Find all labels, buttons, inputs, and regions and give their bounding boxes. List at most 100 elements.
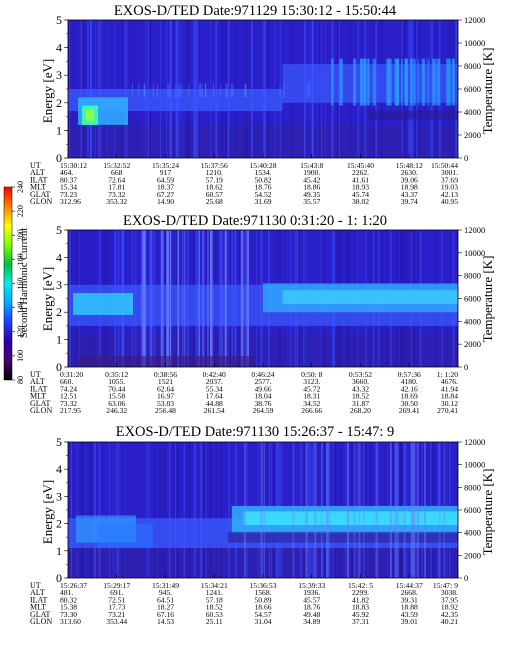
- ephemeris-value: 73.32: [108, 190, 125, 199]
- spectrogram-cell: [93, 442, 95, 578]
- spectrogram-cell: [244, 83, 246, 98]
- spectrogram-cell: [168, 83, 170, 98]
- spectrogram-cell: [396, 442, 399, 578]
- spectrogram-cell: [321, 442, 323, 578]
- ephemeris-row-label: ALT: [30, 168, 45, 177]
- spectrogram-cell: [68, 124, 458, 158]
- spectrogram-cell: [147, 442, 150, 578]
- y2-tick-label: 4000: [464, 316, 481, 326]
- panel-1-y-axis-label: Energy [eV]: [40, 59, 55, 123]
- spectrogram-cell: [204, 83, 206, 98]
- spectrogram-cell: [326, 442, 329, 578]
- ephemeris-value: 0:57:36: [398, 370, 421, 379]
- ephemeris-value: 40.21: [441, 617, 458, 626]
- ephemeris-value: 3038.: [441, 588, 458, 597]
- spectrogram-cell: [201, 83, 203, 98]
- y-tick-label: 3: [56, 68, 62, 82]
- spectrogram-cell: [363, 58, 366, 106]
- spectrogram-cell: [144, 83, 146, 98]
- spectrogram-cell: [446, 58, 450, 106]
- y2-tick-label: 2000: [464, 339, 481, 349]
- spectrogram-cell: [113, 442, 115, 578]
- spectrogram-cell: [394, 58, 397, 106]
- ephemeris-value: 14.53: [157, 617, 174, 626]
- spectrogram-cell: [424, 442, 426, 578]
- ephemeris-value: 19.03: [441, 183, 458, 192]
- spectrogram-cell: [194, 442, 196, 578]
- y-tick-label: 0: [56, 571, 62, 585]
- spectrogram-cell: [308, 83, 310, 98]
- spectrogram-cell: [181, 230, 184, 367]
- ephemeris-value: 15:44:37: [396, 581, 423, 590]
- spectrogram-cell: [163, 442, 166, 578]
- y-tick-label: 2: [56, 96, 62, 110]
- ephemeris-value: 15:37:56: [201, 161, 228, 170]
- ephemeris-value: 44.88: [206, 399, 223, 408]
- ephemeris-value: 0:46:24: [251, 370, 274, 379]
- ephemeris-row-label: MLT: [30, 603, 46, 612]
- y2-tick-label: 4000: [464, 528, 481, 538]
- ephemeris-value: 1534.: [254, 168, 271, 177]
- ephemeris-value: 270.41: [437, 406, 458, 415]
- ephemeris-value: 217.95: [60, 406, 81, 415]
- ephemeris-row-label: ALT: [30, 377, 45, 386]
- spectrogram-cell: [221, 442, 222, 578]
- ephemeris-value: 269.41: [399, 406, 420, 415]
- panel-3-y2-ticks: 0 2000 4000 6000 8000 10000 12000: [458, 437, 485, 583]
- spectrogram-cell: [410, 442, 414, 578]
- spectrogram-cell: [177, 442, 179, 578]
- ephemeris-value: 3001.: [441, 168, 458, 177]
- spectrogram-cell: [89, 442, 92, 578]
- spectrogram-cell: [222, 442, 223, 578]
- ephemeris-value: 945.: [159, 588, 172, 597]
- spectrogram-cell: [396, 58, 399, 106]
- ephemeris-value: 31.04: [254, 617, 271, 626]
- spectrogram-cell: [95, 442, 96, 578]
- spectrogram-cell: [246, 230, 250, 367]
- y-tick-label: 4: [56, 250, 62, 264]
- ephemeris-value: 668: [111, 168, 123, 177]
- ephemeris-value: 73.23: [60, 190, 77, 199]
- spectrogram-cell: [353, 442, 356, 578]
- spectrogram-cell: [205, 83, 207, 98]
- panel-3-y2-axis-label: Temperature [K]: [480, 469, 495, 556]
- ephemeris-value: 1: 1:20: [437, 370, 459, 379]
- ephemeris-value: 42.16: [401, 384, 418, 393]
- spectrogram-cell: [421, 58, 425, 106]
- spectrogram-cell: [245, 83, 247, 98]
- spectrogram-cell: [178, 83, 180, 98]
- spectrogram-cell: [386, 58, 390, 106]
- y2-tick-label: 4000: [464, 107, 481, 117]
- ephemeris-value: 3123.: [303, 377, 320, 386]
- ephemeris-value: 0:42:40: [203, 370, 226, 379]
- colorbar-tick-label: 160: [16, 278, 25, 290]
- spectrogram-cell: [86, 442, 89, 578]
- spectrogram-cell: [138, 83, 140, 98]
- colorbar-tick-label: 100: [16, 350, 25, 362]
- ephemeris-value: 15:31:49: [152, 581, 179, 590]
- y2-tick-label: 8000: [464, 271, 481, 281]
- ephemeris-value: 67.16: [157, 610, 174, 619]
- ephemeris-value: 45.74: [352, 190, 369, 199]
- ephemeris-value: 37.95: [441, 595, 458, 604]
- ephemeris-value: 266.66: [301, 406, 322, 415]
- y2-tick-label: 6000: [464, 294, 481, 304]
- colorbar-tick-label: 120: [16, 326, 25, 338]
- spectrogram-cell: [394, 442, 397, 578]
- ephemeris-value: 15:45:40: [347, 161, 374, 170]
- ephemeris-value: 54.52: [254, 190, 271, 199]
- spectrogram-cell: [243, 511, 458, 525]
- spectrogram-cell: [167, 83, 169, 98]
- ephemeris-value: 2262.: [352, 168, 369, 177]
- panel-2-y-ticks: 0 1 2 3 4 5: [56, 223, 68, 374]
- ephemeris-value: 1521: [158, 377, 173, 386]
- ephemeris-value: 0:53:52: [349, 370, 372, 379]
- spectrogram-cell: [169, 230, 171, 367]
- ephemeris-value: 34.89: [303, 617, 320, 626]
- ephemeris-value: 72.51: [108, 595, 125, 604]
- y2-tick-label: 10000: [464, 248, 485, 258]
- spectrogram-cell: [413, 58, 416, 106]
- spectrogram-cell: [410, 58, 413, 106]
- spectrogram-cell: [329, 442, 331, 578]
- spectrogram-cell: [209, 442, 211, 578]
